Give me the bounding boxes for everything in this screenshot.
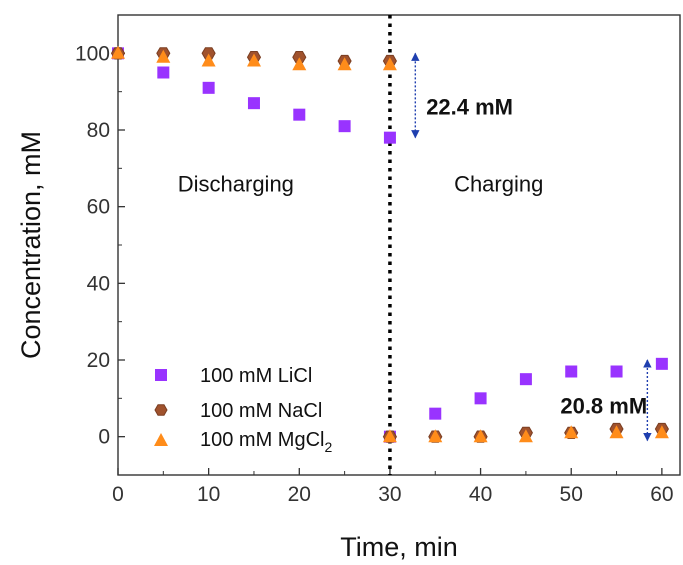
legend-item-licl: 100 mM LiCl bbox=[155, 365, 312, 387]
point-2-7 bbox=[382, 429, 397, 443]
point-0-6 bbox=[383, 131, 396, 144]
point-2-4 bbox=[292, 57, 307, 71]
point-2-1 bbox=[156, 49, 171, 63]
x-axis-label: Time, min bbox=[340, 532, 458, 562]
legend-label-mgcl2: 100 mM MgCl2 bbox=[200, 429, 332, 455]
legend-marker-nacl bbox=[154, 404, 168, 416]
point-2-11 bbox=[564, 425, 579, 439]
y-axis-label: Concentration, mM bbox=[16, 131, 46, 359]
legend-item-mgcl2: 100 mM MgCl2 bbox=[154, 429, 332, 455]
annotation-label-1: 20.8 mM bbox=[560, 394, 647, 419]
point-0-9 bbox=[474, 392, 487, 405]
point-0-11 bbox=[565, 365, 578, 378]
axis-ticks: 0 10 20 30 40 50 60 0 20 40 60 80 100 bbox=[75, 14, 674, 506]
x-tick-label-2: 20 bbox=[288, 483, 311, 506]
point-0-2 bbox=[202, 81, 215, 94]
point-2-13 bbox=[654, 425, 669, 439]
point-1-4 bbox=[292, 51, 307, 64]
y-tick-label-4: 80 bbox=[87, 119, 110, 142]
point-0-1 bbox=[157, 66, 170, 79]
annotations: Discharging Charging 22.4 mM 20.8 mM bbox=[178, 52, 652, 442]
point-0-5 bbox=[338, 120, 351, 133]
point-2-9 bbox=[473, 429, 488, 443]
legend: 100 mM LiCl 100 mM NaCl 100 mM MgCl2 bbox=[154, 365, 332, 455]
point-1-2 bbox=[201, 47, 216, 60]
y-tick-label-2: 40 bbox=[87, 272, 110, 295]
region-label-1: Charging bbox=[454, 171, 543, 196]
legend-label-licl: 100 mM LiCl bbox=[200, 365, 312, 387]
point-0-12 bbox=[610, 365, 623, 378]
x-tick-label-5: 50 bbox=[560, 483, 583, 506]
legend-label-nacl: 100 mM NaCl bbox=[200, 400, 322, 422]
point-2-10 bbox=[518, 429, 533, 443]
point-2-12 bbox=[609, 425, 624, 439]
point-2-8 bbox=[428, 429, 443, 443]
y-tick-label-5: 100 bbox=[75, 42, 110, 65]
point-2-2 bbox=[201, 53, 216, 67]
data-points bbox=[110, 45, 669, 443]
y-tick-label-3: 60 bbox=[87, 196, 110, 219]
point-0-4 bbox=[293, 108, 306, 121]
legend-label-mgcl2-subscript: 2 bbox=[324, 439, 332, 455]
point-2-3 bbox=[247, 53, 261, 67]
x-tick-label-4: 40 bbox=[469, 483, 492, 506]
point-0-3 bbox=[247, 97, 260, 110]
y-tick-label-1: 20 bbox=[87, 349, 110, 372]
x-tick-label-1: 10 bbox=[197, 483, 220, 506]
point-2-0 bbox=[111, 45, 125, 59]
point-2-6 bbox=[382, 57, 397, 71]
legend-marker-licl bbox=[155, 369, 167, 381]
point-0-8 bbox=[429, 407, 442, 420]
legend-label-mgcl2-main: 100 mM MgCl bbox=[200, 429, 324, 451]
x-tick-label-6: 60 bbox=[650, 483, 673, 506]
point-0-10 bbox=[519, 373, 532, 386]
region-label-0: Discharging bbox=[178, 171, 294, 196]
point-0-13 bbox=[655, 357, 668, 370]
y-tick-label-0: 0 bbox=[98, 426, 110, 449]
x-tick-label-3: 30 bbox=[378, 483, 401, 506]
x-tick-label-0: 0 bbox=[112, 483, 124, 506]
legend-item-nacl: 100 mM NaCl bbox=[154, 400, 322, 422]
legend-marker-mgcl2 bbox=[154, 433, 168, 446]
point-2-5 bbox=[337, 57, 352, 71]
annotation-label-0: 22.4 mM bbox=[426, 95, 513, 120]
